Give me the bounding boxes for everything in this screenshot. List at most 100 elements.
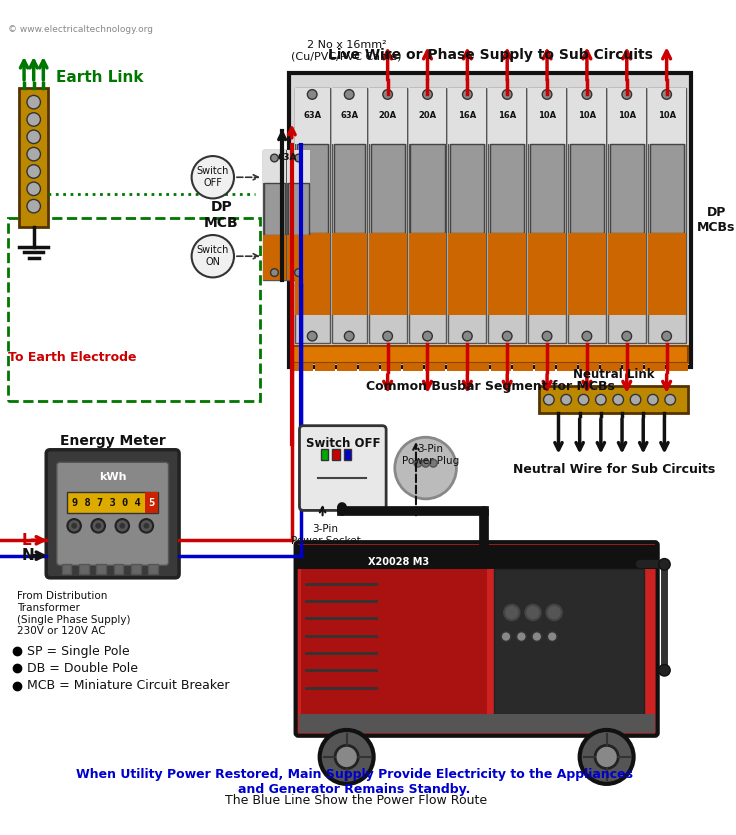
Circle shape [462, 89, 473, 99]
Circle shape [344, 331, 354, 341]
Bar [425, 363, 445, 371]
Circle shape [308, 89, 317, 99]
Circle shape [504, 605, 520, 620]
Circle shape [662, 89, 671, 99]
Circle shape [27, 164, 40, 178]
Bar [294, 88, 330, 343]
Bar [528, 88, 566, 144]
Circle shape [383, 331, 392, 341]
Bar [579, 363, 599, 371]
Text: 63A: 63A [340, 111, 358, 120]
Bar [495, 569, 644, 728]
Bar [96, 564, 106, 574]
Circle shape [561, 394, 571, 405]
Bar [448, 88, 486, 343]
Text: Switch
ON: Switch ON [197, 245, 229, 267]
Circle shape [422, 331, 432, 341]
Text: 10A: 10A [618, 111, 636, 120]
Bar [113, 564, 123, 574]
Bar [297, 144, 328, 233]
Circle shape [503, 89, 512, 99]
Circle shape [394, 438, 456, 498]
Bar [62, 564, 71, 574]
Bar [332, 88, 367, 144]
Text: 9 8 7 3 0 4: 9 8 7 3 0 4 [72, 498, 141, 508]
Bar [299, 714, 655, 733]
Text: 63A: 63A [277, 154, 297, 163]
Circle shape [294, 269, 302, 276]
Circle shape [71, 523, 77, 529]
Circle shape [68, 519, 81, 533]
Text: 20A: 20A [378, 111, 397, 120]
Text: Common Busbar Segment for MCBs: Common Busbar Segment for MCBs [366, 381, 615, 393]
Bar [488, 88, 526, 144]
Text: 10A: 10A [657, 111, 676, 120]
Bar [381, 363, 401, 371]
Bar [19, 88, 48, 227]
Circle shape [659, 559, 670, 570]
Text: 16A: 16A [459, 111, 476, 120]
Circle shape [462, 331, 473, 341]
Circle shape [546, 605, 562, 620]
Text: Switch
OFF: Switch OFF [197, 166, 229, 188]
Bar [648, 88, 686, 343]
FancyBboxPatch shape [68, 492, 158, 514]
Bar [263, 235, 286, 281]
Bar [568, 233, 606, 315]
Bar [333, 144, 365, 233]
Circle shape [414, 459, 422, 467]
Circle shape [595, 394, 606, 405]
Bar [469, 363, 489, 371]
Bar [448, 233, 486, 315]
Bar [491, 363, 512, 371]
Circle shape [91, 519, 105, 533]
Bar [291, 346, 688, 363]
Text: 10A: 10A [538, 111, 556, 120]
Text: From Distribution
Transformer
(Single Phase Supply)
230V or 120V AC: From Distribution Transformer (Single Ph… [18, 591, 131, 636]
Bar [513, 363, 534, 371]
Circle shape [622, 331, 631, 341]
Text: X20028 M3: X20028 M3 [368, 558, 429, 568]
Bar [371, 144, 405, 233]
Circle shape [191, 235, 234, 277]
Circle shape [532, 632, 542, 641]
Text: 3-Pin
Power Plug: 3-Pin Power Plug [402, 444, 459, 466]
Bar [263, 150, 286, 281]
Bar [648, 88, 686, 144]
Bar [539, 387, 688, 413]
Circle shape [319, 730, 374, 784]
Bar [302, 569, 486, 728]
Circle shape [271, 154, 278, 162]
Bar [288, 183, 309, 235]
Bar [294, 233, 330, 315]
Circle shape [542, 331, 552, 341]
Text: To Earth Electrode: To Earth Electrode [7, 351, 136, 364]
Bar [623, 363, 643, 371]
Circle shape [96, 523, 101, 529]
Text: 10A: 10A [578, 111, 596, 120]
Circle shape [27, 113, 40, 126]
FancyBboxPatch shape [46, 450, 179, 578]
Bar [287, 150, 310, 281]
Circle shape [659, 665, 670, 676]
Circle shape [501, 632, 511, 641]
Bar [332, 448, 340, 460]
Circle shape [294, 154, 302, 162]
Bar [535, 363, 555, 371]
Text: © www.electricaltechnology.org: © www.electricaltechnology.org [7, 25, 152, 34]
Text: kWh: kWh [99, 472, 127, 482]
Text: 16A: 16A [498, 111, 517, 120]
Text: Switch OFF: Switch OFF [305, 437, 380, 449]
Circle shape [542, 89, 552, 99]
Circle shape [544, 394, 554, 405]
Bar [608, 233, 645, 315]
Circle shape [119, 523, 125, 529]
Bar [337, 363, 357, 371]
Circle shape [191, 156, 234, 199]
Text: L: L [21, 533, 31, 548]
Bar [359, 363, 379, 371]
FancyBboxPatch shape [300, 426, 386, 510]
Text: Live Wire or Phase Supply to Sub Circuits: Live Wire or Phase Supply to Sub Circuit… [328, 48, 653, 62]
Bar [287, 150, 310, 183]
Text: 20A: 20A [419, 111, 436, 120]
